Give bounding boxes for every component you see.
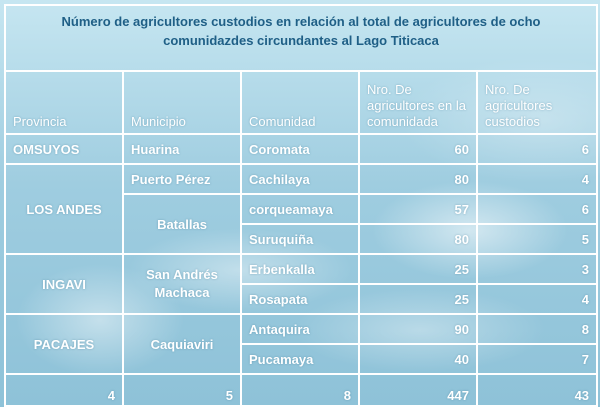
table-title: Número de agricultores custodios en rela… — [3, 4, 599, 72]
totals-row: 4 5 8 447 43 — [4, 373, 599, 407]
table-row: INGAVI San Andrés Machaca Erbenkalla 25 … — [4, 253, 599, 315]
municipio-cell: Huarina — [122, 133, 242, 165]
comunidad-cell: Antaquira — [240, 313, 360, 345]
total-cell: 40 — [358, 343, 478, 375]
municipio-cell: Puerto Pérez — [122, 163, 242, 195]
total-cell: 60 — [358, 133, 478, 165]
title-row: Número de agricultores custodios en rela… — [3, 4, 599, 72]
custodios-cell: 8 — [475, 313, 599, 345]
total-agricultores-cell: 447 — [358, 373, 478, 407]
table-title-line2: comunidazdes circundantes al Lago Titica… — [163, 33, 439, 48]
table-row: Suruquiña 80 5 — [5, 223, 599, 255]
table-row: OMSUYOS Huarina Coromata 60 6 — [4, 133, 599, 165]
header-custodios: Nro. De agricultores custodios — [475, 70, 599, 135]
header-row: Provincia Municipio Comunidad Nro. De ag… — [4, 70, 599, 135]
comunidad-cell: Rosapata — [240, 283, 360, 315]
total-custodios-cell: 43 — [475, 373, 599, 407]
municipio-cell: San Andrés Machaca — [122, 253, 242, 315]
total-municipios-cell: 5 — [122, 373, 242, 407]
comunidad-cell: Pucamaya — [240, 343, 360, 375]
table-row: PACAJES Caquiaviri Antaquira 90 8 — [4, 313, 599, 375]
agricultores-table: Número de agricultores custodios en rela… — [3, 4, 599, 407]
total-cell: 25 — [358, 253, 478, 285]
comunidad-cell: Suruquiña — [240, 223, 360, 255]
table-row: Pucamaya 40 7 — [5, 343, 599, 375]
provincia-cell: PACAJES — [4, 313, 124, 375]
total-cell: 80 — [358, 163, 478, 195]
custodios-cell: 6 — [475, 133, 599, 165]
comunidad-cell: Erbenkalla — [240, 253, 360, 285]
total-cell: 57 — [358, 193, 478, 225]
comunidad-cell: Cachilaya — [240, 163, 360, 195]
total-cell: 90 — [358, 313, 478, 345]
header-municipio: Municipio — [122, 70, 242, 135]
header-total-agricultores: Nro. De agricultores en la comunidada — [358, 70, 478, 135]
table-row: Rosapata 25 4 — [5, 283, 599, 315]
comunidad-cell: Coromata — [240, 133, 360, 165]
header-provincia: Provincia — [4, 70, 124, 135]
table-title-line1: Número de agricultores custodios en rela… — [61, 14, 541, 29]
total-cell: 80 — [358, 223, 478, 255]
custodios-cell: 5 — [475, 223, 599, 255]
provincia-cell: INGAVI — [4, 253, 124, 315]
custodios-cell: 4 — [475, 283, 599, 315]
total-comunidades-cell: 8 — [240, 373, 360, 407]
custodios-cell: 3 — [475, 253, 599, 285]
municipio-cell: Batallas — [122, 193, 242, 255]
header-comunidad: Comunidad — [240, 70, 360, 135]
custodios-cell: 7 — [475, 343, 599, 375]
table-row: LOS ANDES Puerto Pérez Cachilaya 80 4 — [4, 163, 599, 255]
table-row: Batallas corqueamaya 57 6 — [5, 193, 599, 255]
comunidad-cell: corqueamaya — [240, 193, 360, 225]
custodios-cell: 4 — [475, 163, 599, 195]
municipio-cell: Caquiaviri — [122, 313, 242, 375]
custodios-cell: 6 — [475, 193, 599, 225]
total-cell: 25 — [358, 283, 478, 315]
provincia-cell: OMSUYOS — [4, 133, 124, 165]
provincia-cell: LOS ANDES — [4, 163, 124, 255]
total-provincias-cell: 4 — [4, 373, 124, 407]
